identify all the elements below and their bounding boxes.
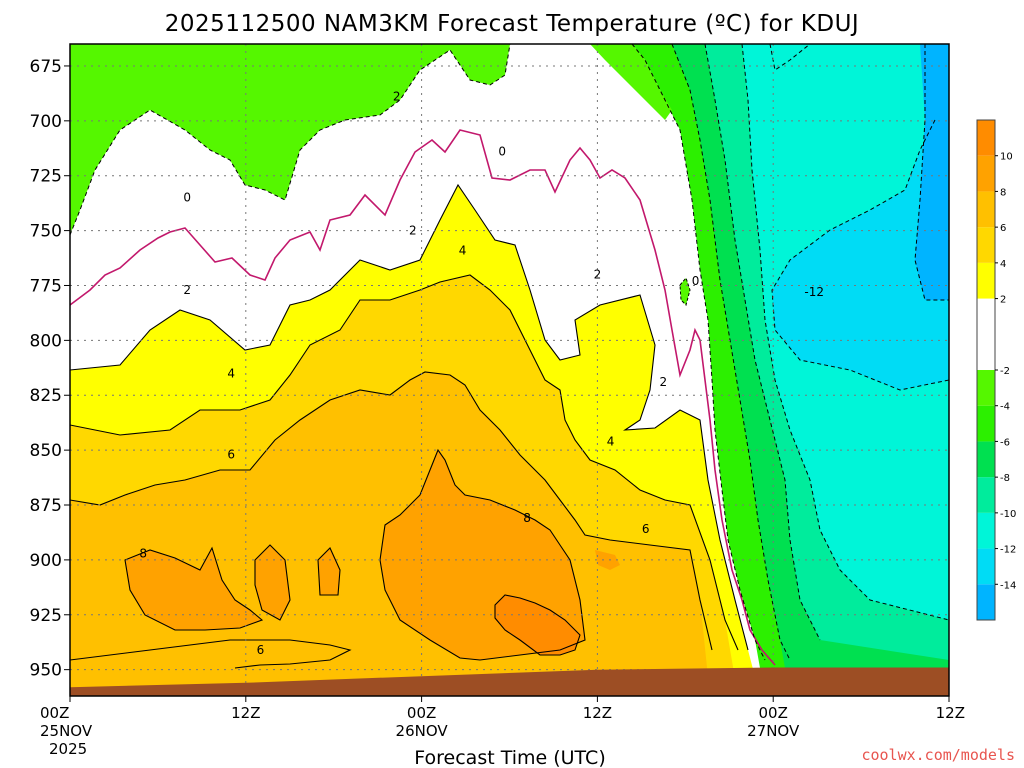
colorbar-bin bbox=[977, 512, 995, 549]
colorbar: 10 8 6 4 2 -2 -4 -6 -8 -10 -12 -14 bbox=[976, 119, 1016, 621]
contour-plus-8-left bbox=[124, 546, 264, 631]
region-minus-14 bbox=[915, 44, 949, 300]
chart-title: 2025112500 NAM3KM Forecast Temperature (… bbox=[165, 11, 859, 37]
contour-labels: 2 0 0 2 4 2 2 0 -12 4 2 6 4 8 6 8 6 bbox=[139, 90, 824, 657]
region-minus-12 bbox=[772, 120, 949, 390]
contour-minus-4 bbox=[671, 44, 791, 661]
contour-plus-2 bbox=[70, 183, 749, 651]
y-tick-label: 850 bbox=[30, 441, 62, 461]
colorbar-bin bbox=[977, 441, 995, 478]
colorbar-tick-label: -4 bbox=[1000, 402, 1010, 413]
contour-label: 0 bbox=[498, 145, 506, 159]
y-tick-label: 800 bbox=[30, 331, 62, 351]
y-tick-label: 675 bbox=[30, 57, 62, 77]
y-tick-label: 875 bbox=[30, 496, 62, 516]
cold-contours bbox=[70, 44, 949, 661]
contour-plus-6 bbox=[70, 371, 713, 651]
x-tick-date: 25NOV bbox=[40, 722, 93, 740]
y-tick-label: 950 bbox=[30, 661, 62, 681]
small-cold-cell bbox=[679, 277, 691, 306]
x-tick-year: 2025 bbox=[49, 740, 87, 758]
x-tick-label: 00Z bbox=[759, 704, 788, 722]
contour-plus-6-lower bbox=[70, 639, 352, 669]
contour-label: 6 bbox=[642, 522, 650, 536]
region-upper-middle bbox=[590, 44, 672, 120]
colorbar-tick-label: 6 bbox=[1000, 223, 1006, 234]
contour-label: 4 bbox=[607, 434, 615, 448]
colorbar-tick-label: -12 bbox=[1000, 545, 1016, 556]
colorbar-bin bbox=[977, 548, 995, 585]
colorbar-bin bbox=[977, 262, 995, 299]
contour-plus-4 bbox=[70, 274, 739, 651]
contour-minus-10-top bbox=[769, 44, 811, 71]
contour-label: 6 bbox=[257, 643, 265, 657]
y-tick-label: 725 bbox=[30, 167, 62, 187]
colorbar-bin bbox=[977, 405, 995, 442]
colorbar-tick-label: 4 bbox=[1000, 259, 1006, 270]
colorbar-bin bbox=[977, 477, 995, 513]
contour-label: 2 bbox=[594, 268, 602, 282]
contour-minus-14 bbox=[914, 44, 949, 301]
contour-minus-2-right bbox=[631, 44, 766, 661]
plot-border bbox=[69, 43, 950, 697]
x-tick-label: 12Z bbox=[231, 704, 260, 722]
warm-contours bbox=[70, 183, 749, 669]
y-tick-label: 900 bbox=[30, 551, 62, 571]
contour-label: 8 bbox=[139, 546, 147, 560]
colorbar-tick-label: 8 bbox=[1000, 187, 1006, 198]
contour-plus-8-tiny bbox=[317, 547, 341, 596]
colorbar-bin bbox=[977, 584, 995, 620]
x-tick-date: 27NOV bbox=[747, 722, 800, 740]
contour-minus-2-left bbox=[70, 44, 511, 236]
y-tick-label: 700 bbox=[30, 112, 62, 132]
colorbar-tick-label: 2 bbox=[1000, 295, 1006, 306]
x-tick-date: 26NOV bbox=[396, 722, 449, 740]
colorbar-tick-label: -10 bbox=[1000, 509, 1016, 520]
contour-label: 2 bbox=[183, 283, 191, 297]
x-tick-label: 00Z bbox=[40, 704, 69, 722]
contour-label: 0 bbox=[183, 191, 191, 205]
x-tick-label: 12Z bbox=[936, 704, 965, 722]
colorbar-tick-label: -2 bbox=[1000, 366, 1010, 377]
contour-label: 6 bbox=[227, 448, 235, 462]
contour-label: 2 bbox=[393, 90, 401, 104]
contour-plus-8-small bbox=[254, 544, 291, 621]
contour-label: 4 bbox=[227, 366, 235, 380]
colorbar-bin bbox=[977, 155, 995, 192]
contour-label: 8 bbox=[523, 511, 531, 525]
colorbar-bin bbox=[977, 120, 995, 156]
terrain-ground bbox=[70, 667, 949, 696]
region-left-aloft bbox=[70, 44, 510, 235]
colorbar-bin bbox=[977, 227, 995, 263]
contour-label: 4 bbox=[459, 243, 467, 257]
y-tick-label: 925 bbox=[30, 606, 62, 626]
colorbar-bin bbox=[977, 191, 995, 228]
y-tick-label: 775 bbox=[30, 276, 62, 296]
contour-label: 2 bbox=[409, 224, 417, 238]
credit-link[interactable]: coolwx.com/models bbox=[861, 746, 1015, 764]
colorbar-tick-label: -14 bbox=[1000, 580, 1016, 591]
colorbar-tick-label: -8 bbox=[1000, 473, 1010, 484]
region-plus-10 bbox=[495, 595, 580, 655]
y-tick-label: 825 bbox=[30, 386, 62, 406]
y-axis: 675 700 725 750 775 800 825 850 875 900 925 950 bbox=[30, 57, 70, 681]
contour-minus-12 bbox=[771, 119, 949, 391]
x-axis-label: Forecast Time (UTC) bbox=[414, 747, 605, 768]
contour-plus-10 bbox=[494, 594, 581, 656]
y-tick-label: 750 bbox=[30, 222, 62, 242]
contour-label: -12 bbox=[804, 285, 824, 299]
contour-label: 0 bbox=[692, 274, 700, 288]
contour-minus-8 bbox=[741, 44, 949, 621]
contour-label: 2 bbox=[660, 375, 668, 389]
colorbar-tick-label: 10 bbox=[1000, 152, 1013, 163]
contour-plus-8-center bbox=[379, 448, 586, 661]
colorbar-bin bbox=[977, 370, 995, 406]
x-tick-label: 00Z bbox=[407, 704, 436, 722]
colorbar-bin bbox=[977, 298, 995, 370]
colorbar-tick-label: -6 bbox=[1000, 437, 1010, 448]
x-tick-label: 12Z bbox=[583, 704, 612, 722]
